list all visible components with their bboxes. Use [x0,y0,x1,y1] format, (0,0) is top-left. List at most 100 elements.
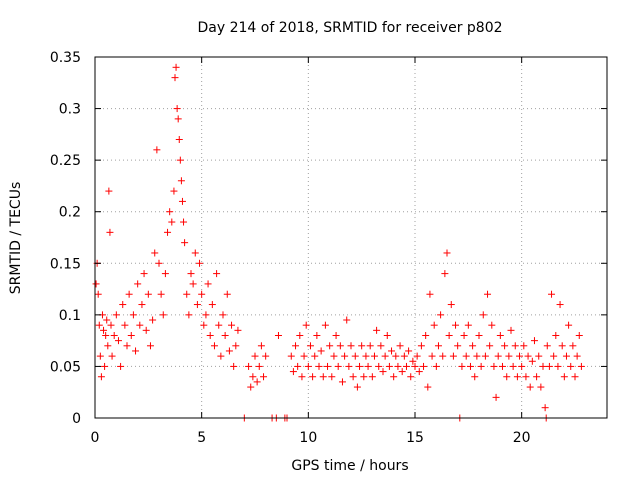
data-point [392,352,400,360]
data-point [505,352,513,360]
data-point [458,362,466,370]
data-point [520,342,528,350]
data-point [302,321,310,329]
data-point [543,342,551,350]
data-point [496,331,504,339]
data-point [573,352,581,360]
data-point [217,352,225,360]
data-point [407,373,415,381]
data-point [230,362,238,370]
data-point [409,357,417,365]
data-point [537,383,545,391]
data-point [507,326,515,334]
data-point [402,362,410,370]
data-point [221,331,229,339]
y-tick-label: 0.3 [59,102,81,118]
data-point [247,383,255,391]
data-point [121,321,129,329]
data-point [428,352,436,360]
data-point [142,326,150,334]
data-point [447,301,455,309]
data-point [251,352,259,360]
data-point [375,362,383,370]
data-point [509,362,517,370]
data-point [292,342,300,350]
data-point [528,357,536,365]
data-point [443,249,451,257]
data-point [132,347,140,355]
data-point [545,362,553,370]
data-point [471,373,479,381]
data-point [535,352,543,360]
y-tick-label: 0 [72,411,81,427]
data-point [215,321,223,329]
data-point [319,373,327,381]
data-point [490,362,498,370]
data-point [257,342,265,350]
data-point [388,347,396,355]
data-point [317,347,325,355]
data-point [245,362,253,370]
data-point [313,331,321,339]
data-point [385,362,393,370]
data-point [117,362,125,370]
data-point [575,331,583,339]
data-point [394,362,402,370]
data-point [377,342,385,350]
data-point [204,280,212,288]
data-point [149,316,157,324]
data-point [198,290,206,298]
data-point [434,342,442,350]
data-point [486,342,494,350]
data-point [466,362,474,370]
data-point [311,352,319,360]
data-point [324,362,332,370]
data-point [260,373,268,381]
data-point [477,362,485,370]
data-point [422,331,430,339]
data-point [166,208,174,216]
data-point [548,290,556,298]
data-point [172,63,180,71]
data-point [176,156,184,164]
y-tick-label: 0.15 [50,256,81,272]
ticks-layer [94,56,607,419]
data-point [287,352,295,360]
data-point [200,321,208,329]
data-point [336,342,344,350]
data-point [424,383,432,391]
data-point [123,342,131,350]
x-axis-label: GPS time / hours [291,458,408,474]
data-point [104,342,112,350]
data-point [550,352,558,360]
data-point [411,362,419,370]
data-point [94,290,102,298]
data-point [390,373,398,381]
data-point [445,331,453,339]
grid-layer [95,57,607,418]
data-point [97,373,105,381]
data-point [138,301,146,309]
data-point [554,362,562,370]
data-point [219,311,227,319]
data-point [430,321,438,329]
data-point [484,290,492,298]
data-point [170,187,178,195]
data-point [144,290,152,298]
data-point [464,321,472,329]
data-point [526,383,534,391]
data-point [129,311,137,319]
data-point [146,342,154,350]
data-point [368,373,376,381]
data-point [498,362,506,370]
data-point [437,311,445,319]
x-tick-label: 15 [406,430,424,446]
data-point [151,249,159,257]
data-point [366,342,374,350]
data-point [432,362,440,370]
data-point [178,197,186,205]
data-point [522,373,530,381]
data-point [449,352,457,360]
data-point [159,311,167,319]
data-point [274,331,282,339]
